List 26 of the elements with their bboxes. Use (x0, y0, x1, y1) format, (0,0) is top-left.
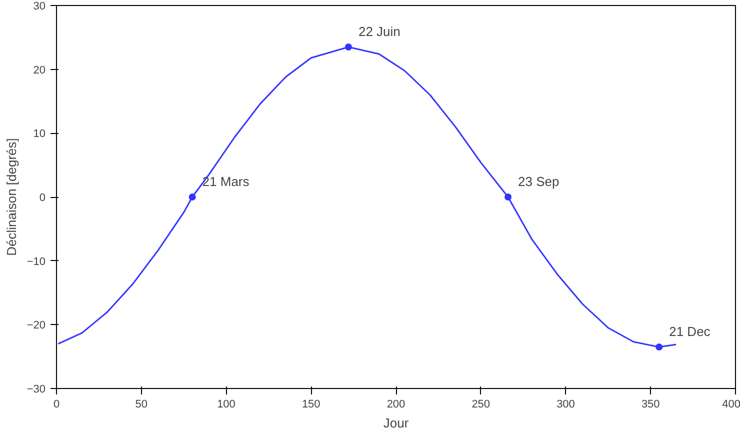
y-tick-label: 30 (33, 0, 46, 12)
y-tick-label: 20 (33, 64, 46, 76)
x-tick-label: 50 (135, 398, 148, 410)
x-tick-label: 400 (722, 398, 740, 410)
point (188, 194, 196, 200)
x-tick-label: 300 (556, 398, 575, 410)
x-axis-title: Jour (383, 416, 410, 430)
annotation: 21 Dec (669, 324, 711, 340)
y-tick-label: −30 (26, 384, 46, 396)
x-tick-label: 0 (53, 398, 60, 410)
x-tick-label: 200 (386, 398, 406, 410)
x-tick-label: 100 (217, 398, 236, 410)
y-tick-label: −20 (26, 320, 46, 332)
annotation: 23 Sep (518, 174, 560, 189)
y-tick-label: 0 (39, 192, 46, 204)
point (656, 344, 663, 350)
x-tick-label: 150 (302, 398, 320, 410)
x-tick-label: 350 (641, 398, 660, 410)
point (504, 194, 512, 200)
annotation: 22 Juin (358, 24, 400, 39)
x-tick-label: 250 (472, 398, 490, 410)
y-tick-label: 10 (33, 128, 46, 140)
y-axis-title: Déclinaison [degrés] (4, 138, 19, 256)
point (344, 44, 352, 50)
y-tick-label: −10 (26, 256, 46, 268)
annotation: 21 Mars (202, 174, 250, 189)
